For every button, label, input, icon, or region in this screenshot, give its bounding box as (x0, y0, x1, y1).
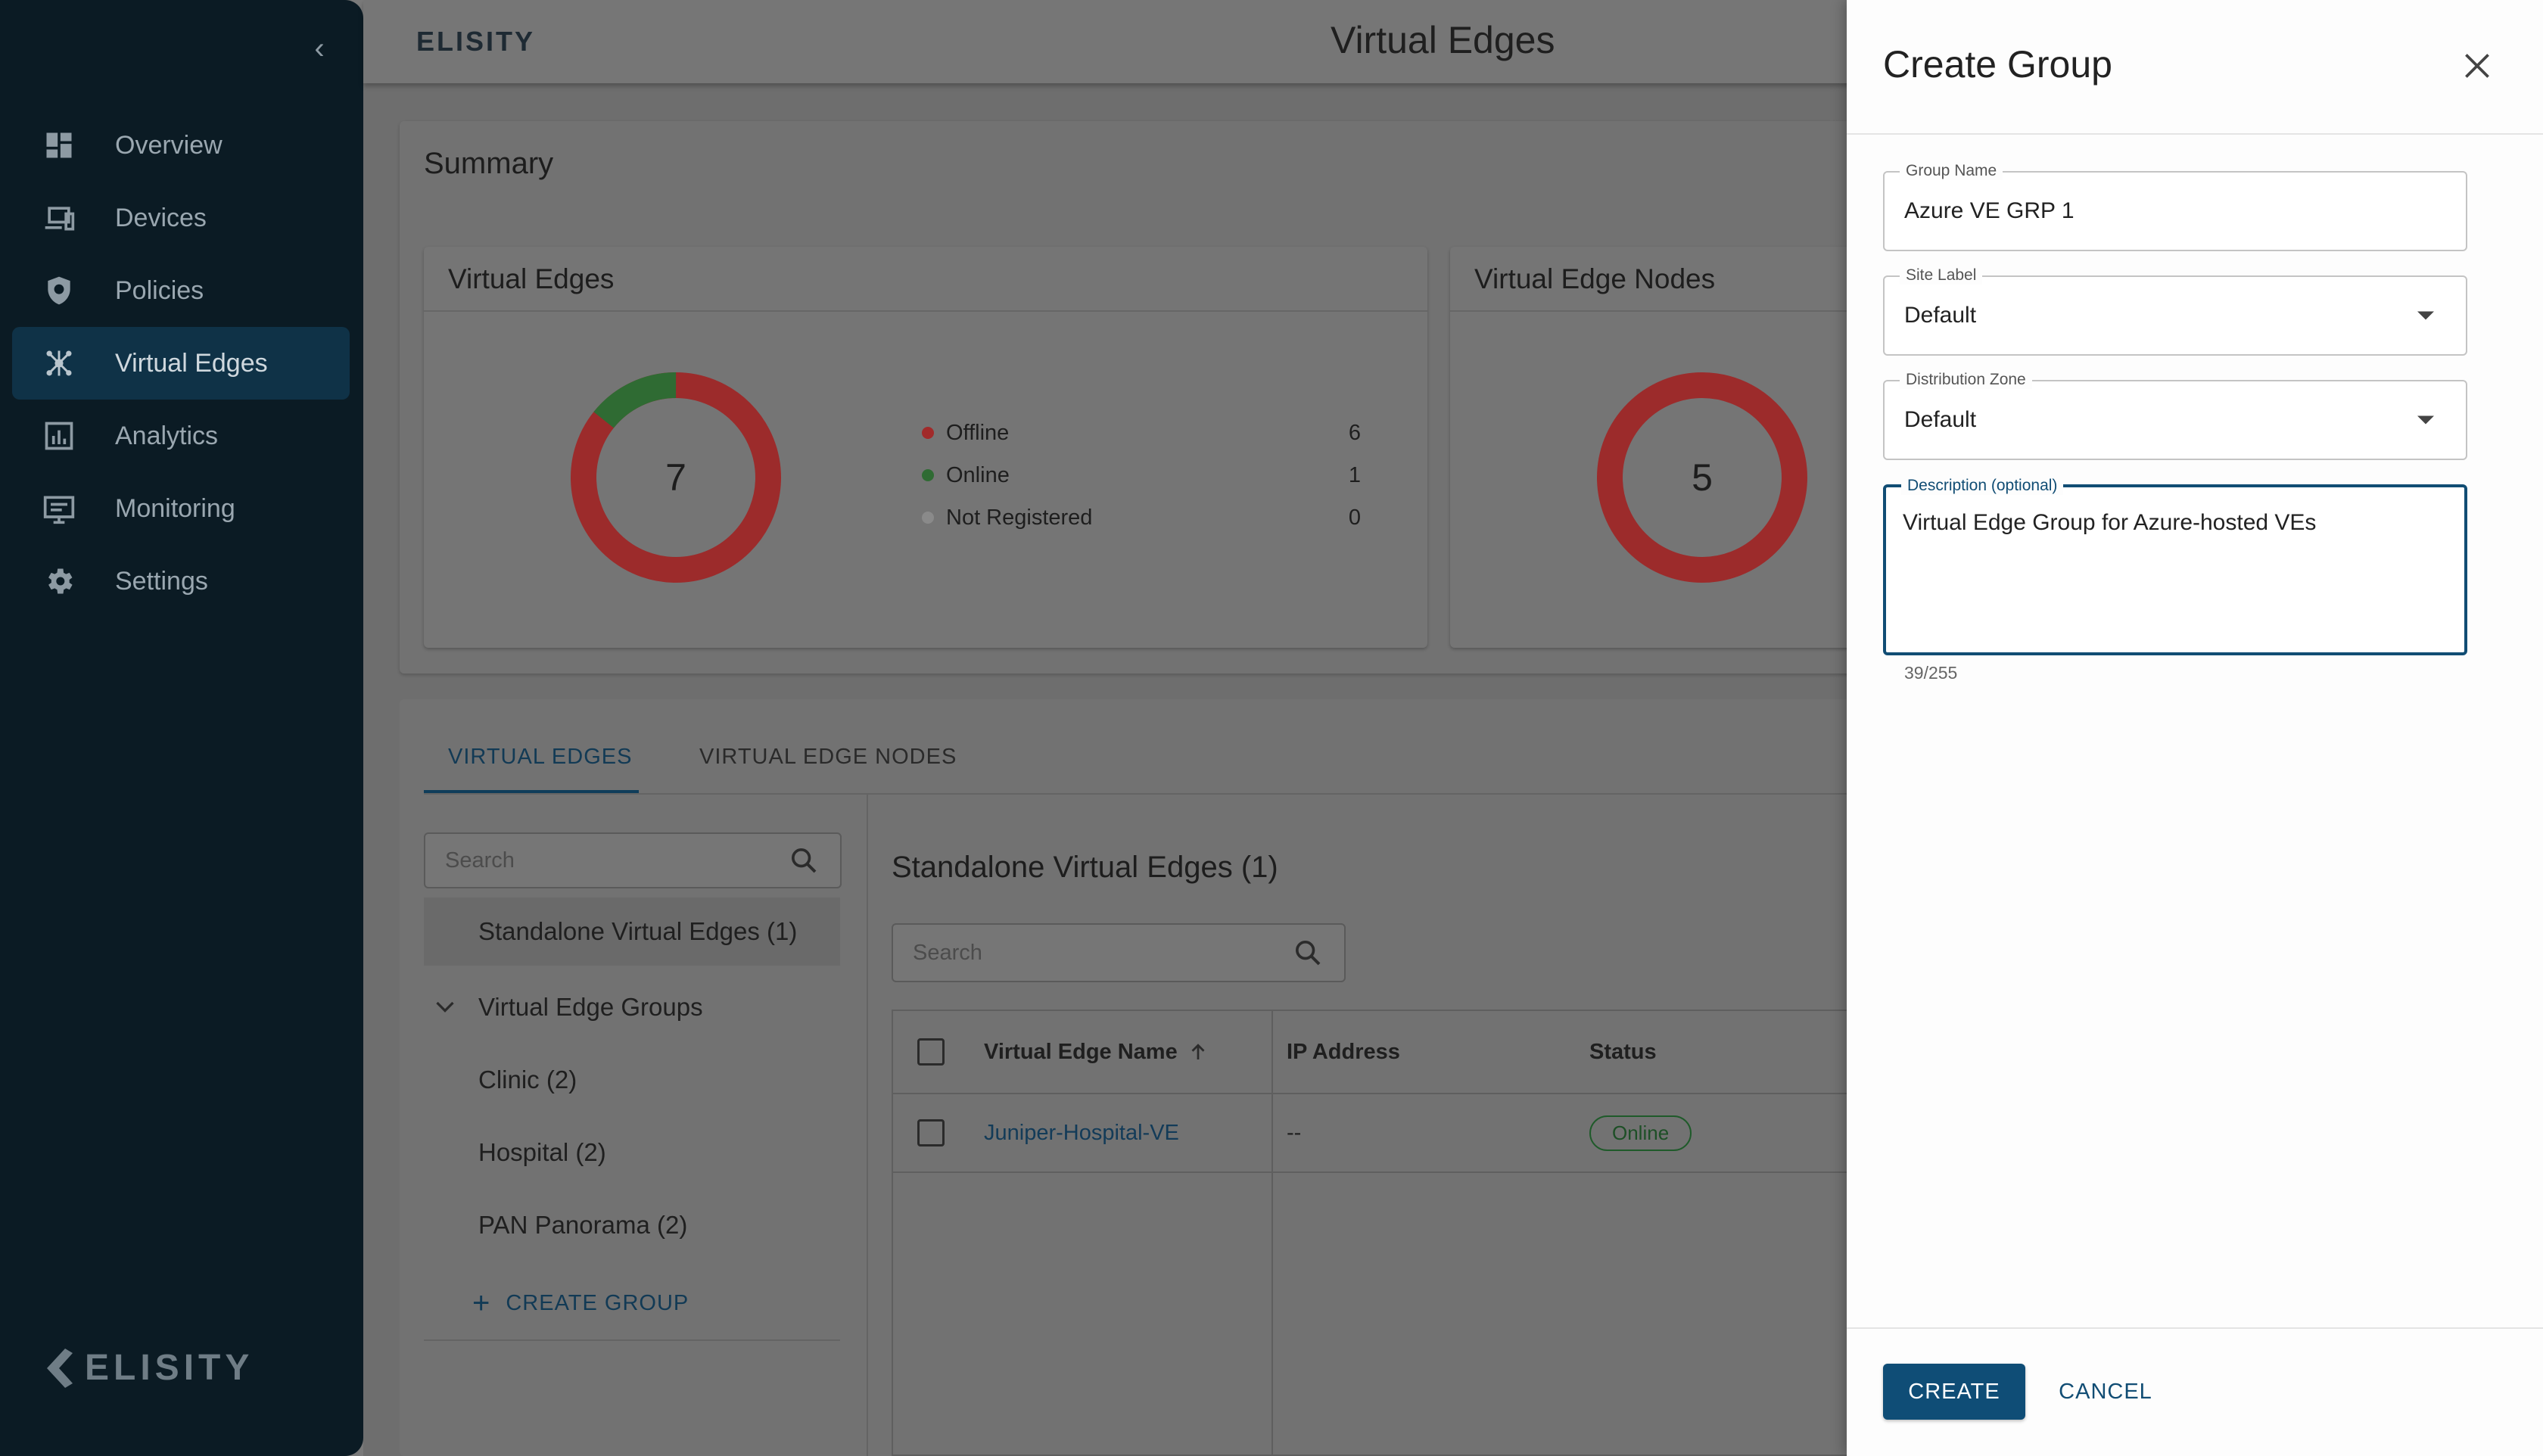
legend-item-offline: Offline 6 (922, 412, 1361, 454)
plus-icon: + (472, 1286, 491, 1320)
chevron-down-icon[interactable] (431, 994, 459, 1021)
create-button[interactable]: CREATE (1883, 1364, 2025, 1420)
description-value[interactable]: Virtual Edge Group for Azure-hosted VEs (1903, 510, 2317, 535)
sidebar-item-label: Settings (115, 566, 208, 596)
tab-virtual-edges[interactable]: VIRTUAL EDGES (448, 745, 633, 769)
create-group-drawer: Create Group Group Name Azure VE GRP 1 S… (1847, 0, 2543, 1456)
row-checkbox[interactable] (917, 1119, 945, 1146)
tree-item-group[interactable]: Hospital (2) (478, 1138, 606, 1166)
summary-title: Summary (424, 147, 554, 180)
description-textarea[interactable]: Description (optional) Virtual Edge Grou… (1883, 477, 2467, 655)
table-header-row: Virtual Edge Name IP Address Status (893, 1011, 2215, 1094)
status-cell: Online (1589, 1094, 1692, 1171)
standalone-list-title: Standalone Virtual Edges (1) (892, 851, 1278, 884)
bar-chart-icon (41, 418, 77, 454)
sidebar-logo: ELISITY (44, 1347, 254, 1389)
sidebar-item-settings[interactable]: Settings (12, 545, 350, 618)
tree-item-group[interactable]: PAN Panorama (2) (478, 1211, 688, 1239)
page-title: Virtual Edges (1331, 19, 1555, 61)
sidebar-item-virtual-edges[interactable]: Virtual Edges (12, 327, 350, 400)
ip-address-cell: -- (1287, 1120, 1302, 1145)
elisity-mark-icon (47, 1348, 73, 1388)
donut-total: 7 (665, 456, 686, 499)
network-hub-icon (41, 345, 77, 381)
column-header-status[interactable]: Status (1589, 1039, 1657, 1064)
tree-item-group[interactable]: Clinic (2) (478, 1066, 577, 1094)
devices-icon (41, 200, 77, 236)
group-name-value[interactable]: Azure VE GRP 1 (1904, 198, 2075, 223)
select-all-checkbox[interactable] (917, 1038, 945, 1066)
legend-item-not-registered: Not Registered 0 (922, 496, 1361, 539)
site-label-value: Default (1904, 303, 1977, 328)
legend-dot (922, 427, 934, 439)
column-header-name[interactable]: Virtual Edge Name (984, 1011, 1209, 1093)
header-logo: ELISITY (416, 26, 536, 57)
legend-dot (922, 512, 934, 524)
cancel-button[interactable]: CANCEL (2045, 1364, 2166, 1420)
field-label: Description (optional) (1901, 477, 2064, 495)
sidebar-item-label: Overview (115, 130, 223, 160)
chart-card-title: Virtual Edge Nodes (1474, 263, 1716, 294)
sidebar-item-monitoring[interactable]: Monitoring (12, 472, 350, 545)
donut-total: 5 (1692, 456, 1713, 499)
drawer-title: Create Group (1883, 43, 2112, 86)
virtual-edges-table: Virtual Edge Name IP Address Status Juni… (892, 1010, 2216, 1456)
list-search (892, 923, 1346, 982)
character-counter: 39/255 (1904, 663, 1958, 683)
sidebar-item-label: Policies (115, 275, 204, 305)
tab-virtual-edge-nodes[interactable]: VIRTUAL EDGE NODES (699, 745, 957, 769)
site-label-select[interactable]: Site Label Default (1883, 266, 2467, 356)
virtual-edge-nodes-donut-chart: 5 (1597, 372, 1807, 583)
column-header-ip[interactable]: IP Address (1287, 1039, 1400, 1064)
sidebar-item-label: Devices (115, 203, 207, 232)
sidebar-item-policies[interactable]: Policies (12, 254, 350, 327)
status-badge: Online (1589, 1115, 1692, 1151)
dropdown-arrow-icon[interactable] (2417, 311, 2434, 320)
sidebar-item-overview[interactable]: Overview (12, 109, 350, 182)
donut-segment-offline (1597, 372, 1807, 583)
sidebar-item-analytics[interactable]: Analytics (12, 400, 350, 472)
sidebar-item-label: Monitoring (115, 493, 235, 523)
search-icon[interactable] (1293, 938, 1323, 968)
donut-legend: Offline 6 Online 1 Not Registered 0 (922, 412, 1361, 539)
virtual-edges-donut-chart: 7 (571, 372, 781, 583)
field-label: Site Label (1900, 266, 1983, 285)
tree-item-virtual-edge-groups[interactable]: Virtual Edge Groups (424, 973, 840, 1041)
list-search-input[interactable] (893, 940, 1344, 966)
virtual-edges-chart-card: Virtual Edges 7 Offline 6 Online 1 (424, 247, 1427, 648)
shield-icon (41, 272, 77, 309)
close-icon[interactable] (2458, 47, 2496, 85)
sidebar-item-label: Analytics (115, 421, 219, 450)
virtual-edge-name-link[interactable]: Juniper-Hospital-VE (984, 1120, 1179, 1145)
distribution-zone-value: Default (1904, 407, 1977, 432)
sidebar-item-label: Virtual Edges (115, 348, 268, 378)
search-icon[interactable] (789, 845, 819, 876)
distribution-zone-select[interactable]: Distribution Zone Default (1883, 371, 2467, 460)
field-label: Group Name (1900, 162, 2003, 180)
gear-icon (41, 563, 77, 599)
legend-dot (922, 469, 934, 481)
create-group-link[interactable]: + CREATE GROUP (472, 1286, 689, 1320)
sidebar-item-devices[interactable]: Devices (12, 182, 350, 254)
tree-item-standalone[interactable]: Standalone Virtual Edges (1) (424, 898, 840, 966)
tree-search-input[interactable] (425, 848, 840, 873)
dashboard-icon (41, 127, 77, 163)
tree-search (424, 832, 842, 888)
monitor-icon (41, 490, 77, 527)
group-name-field[interactable]: Group Name Azure VE GRP 1 (1883, 162, 2467, 251)
field-label: Distribution Zone (1900, 371, 2032, 389)
chart-card-title: Virtual Edges (448, 263, 615, 294)
sidebar: ‹ Overview Devices Policies Virtual Edge… (0, 0, 363, 1456)
dropdown-arrow-icon[interactable] (2417, 415, 2434, 425)
collapse-sidebar-icon[interactable]: ‹ (314, 32, 325, 65)
table-row: Juniper-Hospital-VE -- Online (893, 1094, 2215, 1173)
active-tab-indicator (424, 790, 639, 793)
sort-ascending-icon[interactable] (1187, 1041, 1209, 1063)
legend-item-online: Online 1 (922, 454, 1361, 496)
